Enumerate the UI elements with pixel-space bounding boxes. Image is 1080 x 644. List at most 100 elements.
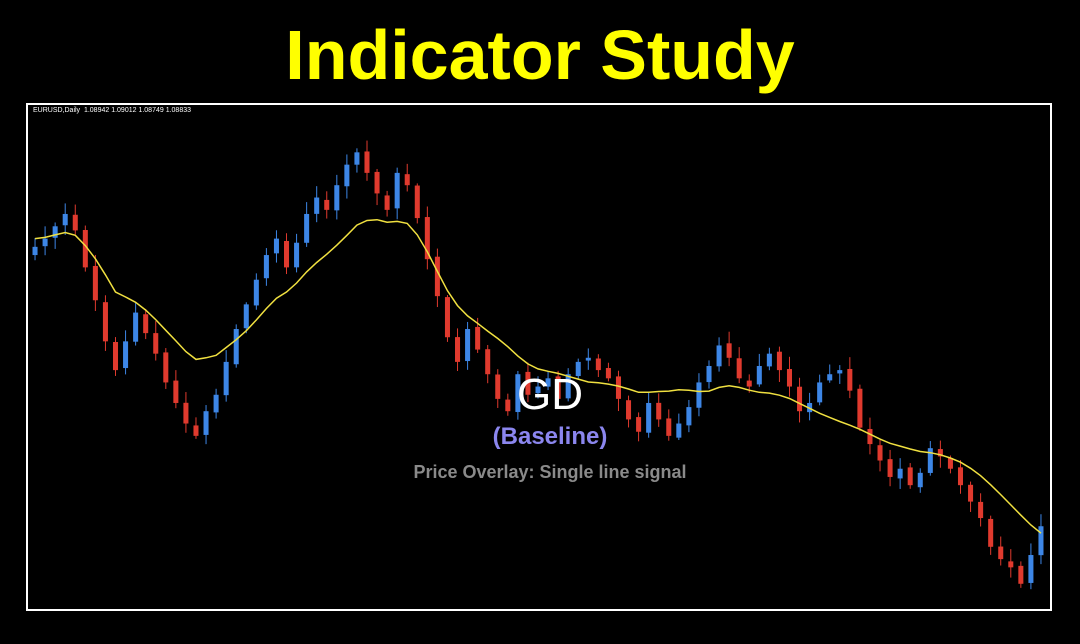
bull-candle <box>535 386 541 394</box>
bear-candle <box>163 352 169 383</box>
bull-candle <box>545 378 551 387</box>
symbol-info: EURUSD,Daily 1.08942 1.09012 1.08749 1.0… <box>33 107 191 114</box>
bear-candle <box>857 388 863 428</box>
bear-candle <box>636 417 642 432</box>
bear-candle <box>505 399 511 412</box>
bull-candle <box>716 345 722 367</box>
bear-candle <box>424 217 430 260</box>
bear-candle <box>193 425 199 436</box>
bull-candle <box>686 407 692 426</box>
bear-candle <box>957 467 964 486</box>
bear-candle <box>907 467 913 486</box>
bear-candle <box>998 546 1004 560</box>
bull-candle <box>515 374 521 413</box>
bull-candle <box>233 329 239 365</box>
bear-candle <box>666 418 672 436</box>
bull-candle <box>273 238 279 254</box>
page-title: Indicator Study <box>285 16 795 94</box>
bull-candle <box>213 394 219 413</box>
bear-candle <box>102 302 108 342</box>
bull-candle <box>676 423 682 438</box>
bear-candle <box>183 402 189 424</box>
bull-candle <box>897 468 903 479</box>
bear-candle <box>867 428 873 445</box>
bear-candle <box>887 459 893 477</box>
bull-candle <box>223 361 229 396</box>
bear-candle <box>173 380 179 403</box>
bear-candle <box>384 195 390 210</box>
bear-candle <box>605 368 611 379</box>
bull-candle <box>133 312 139 342</box>
bear-candle <box>374 171 380 194</box>
bull-candle <box>827 374 833 381</box>
bull-candle <box>42 238 48 247</box>
bull-candle <box>1038 526 1044 556</box>
bull-candle <box>1028 555 1034 583</box>
bear-candle <box>1018 565 1024 584</box>
bull-candle <box>294 242 300 268</box>
bull-candle <box>917 472 923 488</box>
gd-baseline-line <box>34 218 1042 534</box>
bull-candle <box>62 213 68 226</box>
bear-candle <box>947 457 953 469</box>
bear-candle <box>112 342 119 371</box>
bear-candle <box>626 400 632 420</box>
bear-candle <box>555 376 561 399</box>
bull-candle <box>32 246 38 256</box>
bull-candle <box>575 361 581 377</box>
bull-candle <box>344 164 350 187</box>
bull-candle <box>465 329 471 362</box>
bull-candle <box>123 341 129 369</box>
bull-candle <box>696 382 702 408</box>
bear-candle <box>937 449 943 457</box>
indicator-name: GD <box>517 370 583 419</box>
bull-candle <box>263 255 269 279</box>
bear-candle <box>1008 561 1014 568</box>
bull-candle <box>585 357 591 361</box>
bear-candle <box>968 484 974 502</box>
bear-candle <box>72 214 78 231</box>
bull-candle <box>334 185 340 211</box>
bear-candle <box>153 333 159 354</box>
candlestick-series <box>32 140 1044 590</box>
chart-frame <box>26 103 1052 611</box>
bear-candle <box>143 314 149 334</box>
bear-candle <box>485 349 491 375</box>
bear-candle <box>525 371 531 395</box>
bear-candle <box>656 402 662 420</box>
bear-candle <box>776 351 782 371</box>
indicator-subtitle: (Baseline) <box>492 423 608 450</box>
bear-candle <box>615 376 621 399</box>
bear-candle <box>595 358 601 371</box>
bear-candle <box>324 199 330 210</box>
bull-candle <box>354 152 360 165</box>
bear-candle <box>404 174 410 186</box>
bull-candle <box>314 197 320 214</box>
bear-candle <box>444 297 450 338</box>
bull-candle <box>243 304 249 329</box>
bull-candle <box>565 374 571 399</box>
bear-candle <box>92 265 98 301</box>
bear-candle <box>988 518 994 547</box>
bear-candle <box>284 240 290 268</box>
bear-candle <box>847 368 853 391</box>
bear-candle <box>455 337 461 362</box>
bear-candle <box>414 185 420 219</box>
bull-candle <box>927 448 933 473</box>
bull-candle <box>52 226 58 238</box>
bear-candle <box>978 501 984 519</box>
bear-candle <box>495 374 501 399</box>
bear-candle <box>746 380 752 387</box>
indicator-description: Price Overlay: Single line signal <box>413 462 687 482</box>
bull-candle <box>766 353 772 367</box>
bull-candle <box>756 366 762 385</box>
bear-candle <box>736 358 742 379</box>
bull-candle <box>304 213 310 243</box>
bear-candle <box>797 386 803 412</box>
bear-candle <box>877 445 883 461</box>
bear-candle <box>726 343 732 358</box>
bull-candle <box>646 402 652 433</box>
bull-candle <box>203 411 209 435</box>
bear-candle <box>786 369 792 387</box>
